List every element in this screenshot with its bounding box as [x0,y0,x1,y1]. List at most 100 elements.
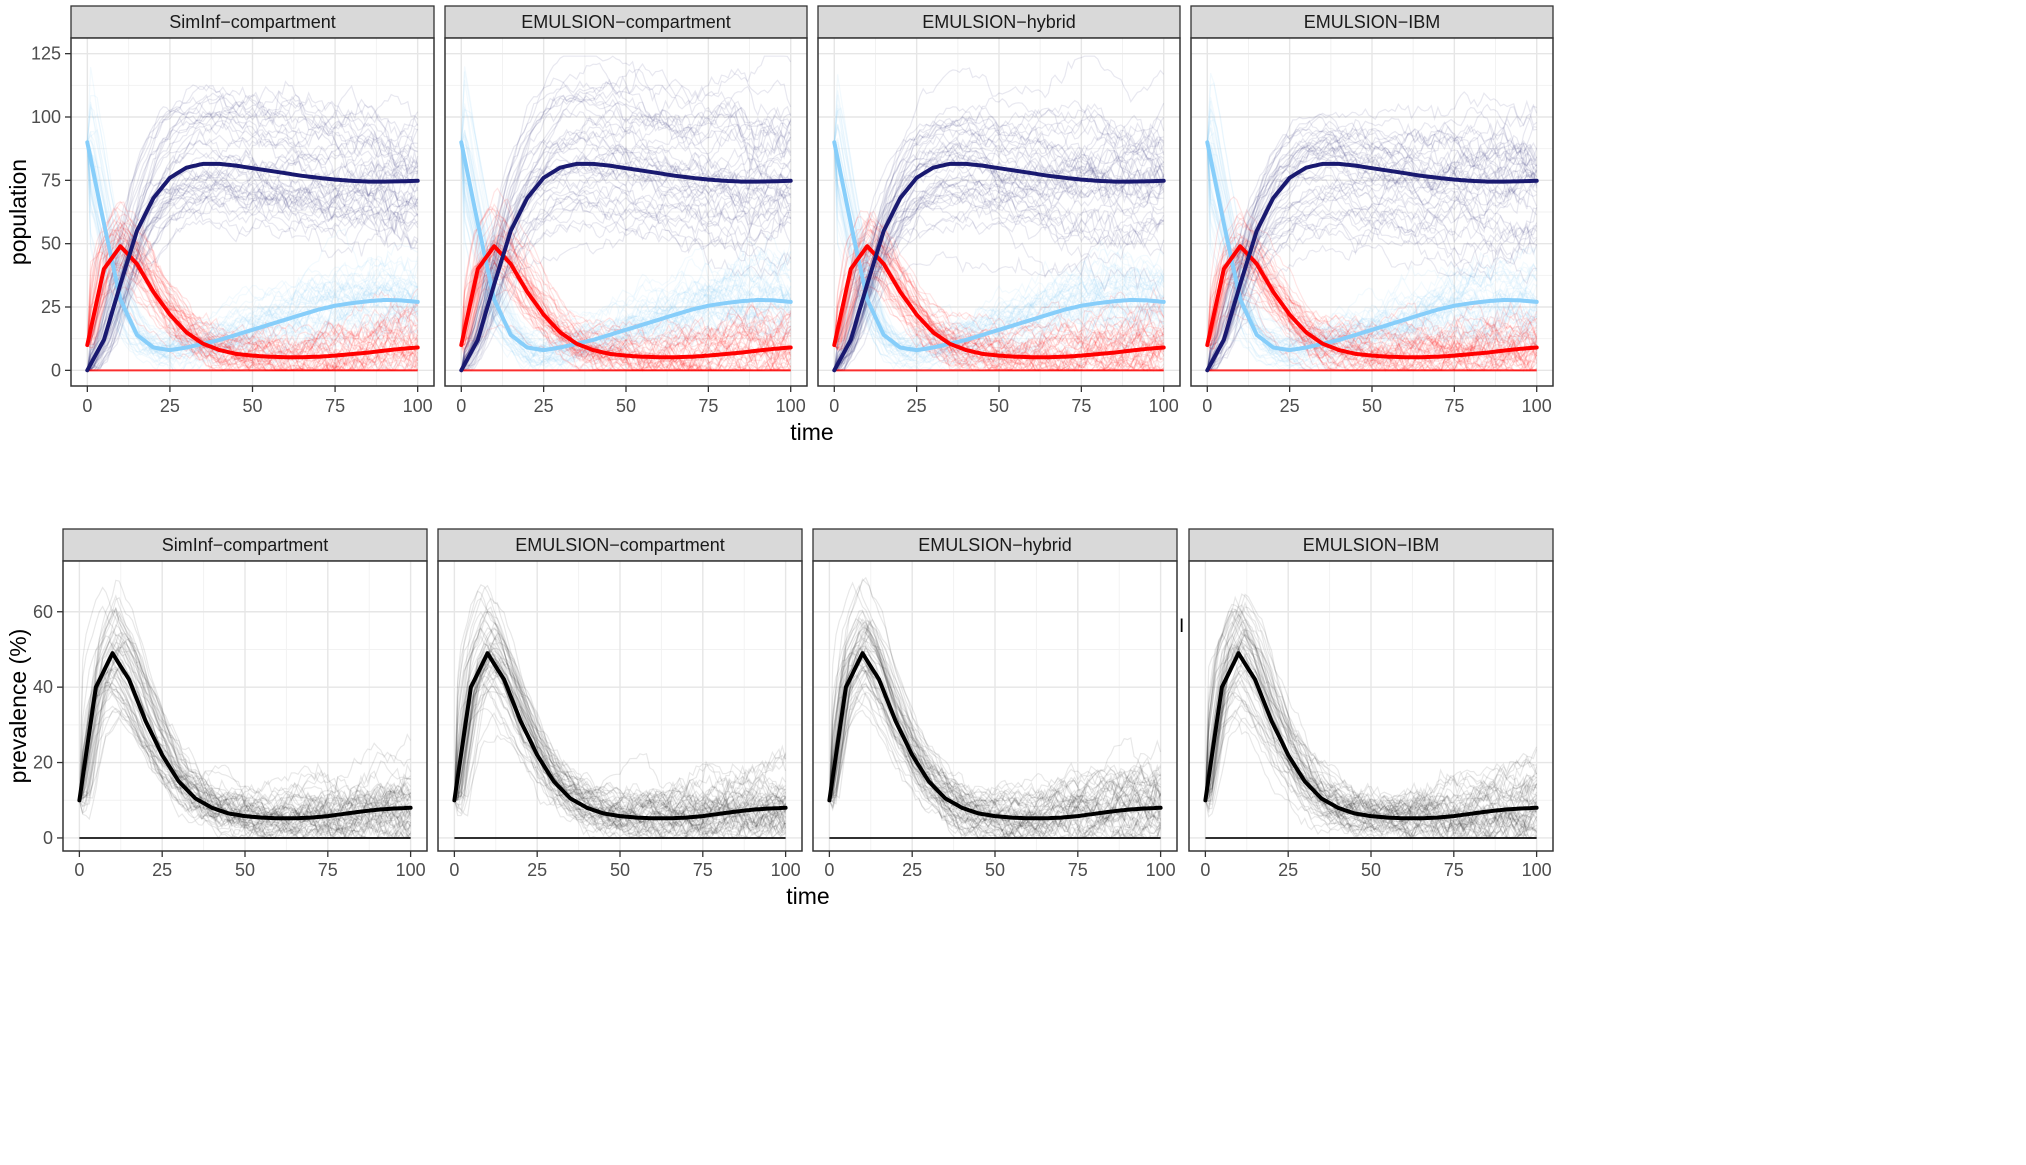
trajectory-prevalence [78,688,412,824]
trajectory-S [833,142,1165,361]
trajectory-S [833,142,1165,359]
gridlines [818,38,1180,386]
trajectory-R [1207,203,1537,371]
trajectory-S [460,131,791,365]
trajectory-prevalence [78,579,411,840]
trajectory-prevalence [1204,595,1538,826]
x-axis: 0 25 50 75 100 [449,851,801,880]
trajectory-S [833,137,1164,358]
y-tick-label: 25 [41,297,61,317]
trajectory-prevalence [453,583,787,801]
trajectory-prevalence [78,607,411,835]
trajectory-S [86,141,419,360]
trajectory-I [460,230,792,360]
trajectory-S [833,142,1165,369]
trajectory-prevalence [453,646,787,839]
trajectory-prevalence [453,662,787,836]
trajectory-R [833,144,1165,371]
trajectory-S [833,142,1165,359]
simulation-trajectories [1206,73,1538,373]
trajectory-R [460,104,792,371]
trajectory-R [460,143,791,371]
mean-line-I [85,244,420,360]
x-axis: 0 25 50 75 100 [74,851,426,880]
trajectory-prevalence [1205,640,1538,838]
panel-4: EMULSION−IBM 0 25 50 75 100 [1188,528,1554,880]
x-tick-label: 25 [907,396,927,416]
trajectory-I [1206,222,1538,371]
trajectory-prevalence [78,689,411,833]
x-tick-label: 25 [527,860,547,880]
facet-strip [812,528,1178,562]
x-tick-label: 0 [82,396,92,416]
trajectory-S [833,110,1165,350]
mean-line-R [832,161,1166,373]
trajectory-S [1206,142,1538,355]
trajectory-R [834,124,1165,371]
trajectory-prevalence [1204,669,1537,840]
trajectory-S [86,142,418,366]
trajectory-prevalence [1204,593,1538,832]
trajectory-S [833,142,1165,355]
trajectory-R [833,198,1164,371]
mean-lines [1205,140,1539,373]
trajectory-S [833,142,1165,347]
trajectory-R [833,99,1165,371]
trajectory-R [1206,192,1538,371]
legend-label-I: I [1179,616,1184,637]
trajectory-R [87,130,418,371]
trajectory-I [461,232,792,372]
trajectory-prevalence [78,640,411,839]
trajectory-R [87,177,419,371]
trajectory-S [460,142,792,358]
trajectory-prevalence [829,626,1162,829]
trajectory-S [460,106,792,367]
x-axis: 0 25 50 75 100 [456,386,806,416]
x-axis: 0 25 50 75 100 [824,851,1176,880]
trajectory-R [1206,122,1538,371]
trajectory-R [833,128,1164,371]
trajectory-S [1206,142,1538,364]
trajectory-R [460,67,792,371]
trajectory-R [87,80,419,371]
trajectory-I [833,232,1165,366]
trajectory-prevalence [828,631,1162,821]
trajectory-S [86,142,418,360]
mean-lines [1203,651,1539,821]
trajectory-prevalence [79,637,412,839]
trajectory-R [834,189,1164,371]
trajectory-prevalence [828,622,1162,837]
facet-label: SimInf−compartment [169,12,336,32]
trajectory-R [87,169,419,371]
trajectory-S [1206,142,1537,358]
trajectory-prevalence [453,611,787,836]
trajectory-S [1206,142,1538,372]
trajectory-prevalence [828,656,1161,821]
trajectory-S [86,142,418,341]
facet-strip [1190,5,1554,39]
trajectory-S [460,79,791,343]
trajectory-R [86,115,418,371]
y-tick-label: 0 [43,828,53,848]
trajectory-R [1206,154,1538,371]
trajectory-R [460,196,792,371]
trajectory-I [833,228,1165,372]
trajectory-I [1206,236,1538,371]
trajectory-I [460,229,791,371]
trajectory-R [460,68,792,371]
trajectory-R [1206,106,1538,371]
gridlines [1191,38,1553,386]
trajectory-R [461,199,792,371]
trajectory-prevalence [1204,655,1538,839]
trajectory-prevalence [78,608,412,830]
trajectory-prevalence [828,617,1162,822]
x-tick-label: 50 [235,860,255,880]
trajectory-S [460,142,792,351]
trajectory-prevalence [828,624,1161,839]
trajectory-S [86,111,419,352]
trajectory-R [86,85,419,371]
mean-line-S [832,140,1166,353]
trajectory-R [1206,128,1538,371]
trajectory-R [87,163,418,371]
x-tick-label: 100 [1146,860,1176,880]
